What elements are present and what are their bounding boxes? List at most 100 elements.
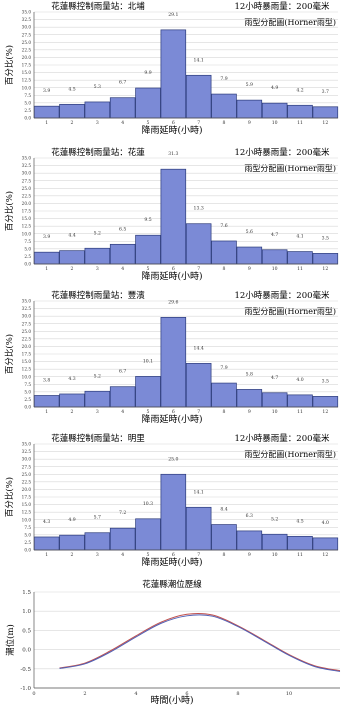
chart-title: 花蓮縣控制雨量站：明里: [51, 433, 145, 444]
data-label: 13.3: [194, 206, 204, 212]
chart-title: 花蓮縣控制雨量站：花蓮: [51, 147, 145, 158]
y-tick-label: 15.0: [22, 216, 32, 221]
x-tick-label: 8: [223, 120, 226, 126]
bar: [287, 251, 313, 265]
bar: [236, 530, 263, 551]
bar: [160, 168, 187, 265]
chart-title: 花蓮縣控制雨量站：北埔: [51, 1, 145, 12]
data-label: 4.1: [296, 234, 303, 240]
x-tick-label: 12: [322, 266, 328, 272]
x-tick-label: 2: [71, 409, 74, 415]
x-tick-label: 11: [297, 120, 303, 126]
chart-annotation: 雨型分配圖(Horner雨型): [244, 307, 336, 316]
y-axis-label: 百分比(%): [4, 334, 15, 374]
x-tick-label: 4: [121, 120, 124, 126]
data-label: 5.2: [271, 516, 278, 522]
y-tick-label: 10.0: [22, 517, 32, 522]
bar: [312, 253, 339, 265]
y-tick-label: 12.5: [22, 367, 32, 372]
data-label: 7.2: [119, 510, 126, 516]
data-label: 7.6: [220, 223, 227, 229]
x-tick-label: 12: [322, 120, 328, 126]
data-label: 5.6: [246, 229, 253, 235]
data-label: 4.0: [296, 377, 303, 383]
y-tick-label: 0.5: [22, 628, 31, 634]
bar: [84, 101, 111, 119]
data-label: 3.7: [322, 89, 329, 95]
x-tick-label: 9: [248, 120, 251, 126]
bar: [185, 506, 212, 551]
data-label: 4.7: [271, 375, 278, 381]
data-label: 25.0: [168, 456, 178, 462]
bar: [84, 247, 111, 265]
chart-subtitle: 12小時暴雨量：200毫米: [234, 1, 330, 12]
x-tick-label: 1: [45, 552, 48, 558]
data-label: 4.9: [271, 85, 278, 91]
bar: [135, 234, 161, 265]
x-tick-label: 10: [272, 120, 278, 126]
data-label: 6.7: [119, 80, 126, 86]
x-tick-label: 12: [322, 409, 328, 415]
x-tick-label: 5: [147, 552, 150, 558]
bar: [59, 250, 85, 265]
y-tick-label: 12.5: [22, 78, 32, 83]
x-tick-label: 7: [197, 409, 200, 415]
bar: [185, 74, 212, 119]
y-tick-label: 27.5: [22, 178, 32, 183]
data-label: 3.8: [43, 377, 50, 383]
y-tick-label: 27.5: [22, 321, 32, 326]
bar: [59, 393, 85, 408]
y-tick-label: 15.0: [22, 359, 32, 364]
bar: [109, 243, 136, 265]
x-tick-label: 7: [197, 266, 200, 272]
y-tick-label: 0.0: [24, 405, 31, 410]
x-tick-label: 10: [286, 691, 292, 697]
x-tick-label: 10: [272, 266, 278, 272]
x-tick-label: 11: [297, 266, 303, 272]
series-line: [59, 614, 341, 672]
bar: [33, 395, 60, 408]
bar: [109, 527, 136, 551]
x-tick-label: 4: [134, 691, 137, 697]
tide-level-chart: 花蓮縣潮位歷線 -1.0 -0.5 0.0 0.5 1.0 1.5 0 2 4 6 8 10 時間(小時)…: [0, 578, 342, 706]
y-tick-label: 0.0: [24, 548, 31, 553]
y-tick-label: 22.5: [22, 336, 32, 341]
y-tick-label: 5.0: [24, 532, 31, 537]
y-tick-label: 32.5: [22, 163, 32, 168]
chart-title: 花蓮縣潮位歷線: [142, 579, 202, 590]
y-tick-label: 20.0: [22, 201, 32, 206]
y-axis-label: 百分比(%): [4, 191, 15, 231]
data-label: 3.9: [43, 234, 50, 240]
chart-annotation: 雨型分配圖(Horner雨型): [244, 18, 336, 27]
data-label: 4.5: [68, 86, 75, 92]
bar: [261, 533, 288, 551]
bar: [33, 105, 60, 119]
bar: [211, 524, 237, 551]
y-tick-label: 1.0: [22, 609, 31, 615]
data-label: 5.2: [94, 230, 101, 236]
x-tick-label: 1: [45, 266, 48, 272]
bar: [84, 390, 111, 408]
y-tick-label: 5.0: [24, 389, 31, 394]
data-label: 3.9: [43, 88, 50, 94]
data-label: 6.3: [246, 513, 253, 519]
x-tick-label: 5: [147, 266, 150, 272]
x-tick-label: 0: [32, 691, 35, 697]
y-tick-label: 30.0: [22, 457, 32, 462]
x-tick-label: 11: [297, 409, 303, 415]
x-tick-label: 2: [71, 120, 74, 126]
rainfall-chart-hualien: 花蓮縣控制雨量站：花蓮 12小時暴雨量：200毫米 雨型分配圖(Horner雨型) 0…: [0, 146, 342, 286]
x-tick-label: 12: [322, 552, 328, 558]
y-tick-label: 25.0: [22, 186, 32, 191]
y-tick-label: 27.5: [22, 32, 32, 37]
data-label: 4.3: [43, 519, 50, 525]
data-label: 5.8: [246, 371, 253, 377]
chart-subtitle: 12小時暴雨量：200毫米: [234, 433, 330, 444]
x-tick-label: 6: [172, 266, 175, 272]
data-label: 14.1: [194, 489, 204, 495]
x-tick-label: 1: [45, 409, 48, 415]
y-tick-label: 35.0: [22, 442, 32, 447]
y-tick-label: 7.5: [24, 93, 31, 98]
y-tick-label: 2.5: [24, 254, 31, 259]
data-label: 14.1: [194, 57, 204, 63]
